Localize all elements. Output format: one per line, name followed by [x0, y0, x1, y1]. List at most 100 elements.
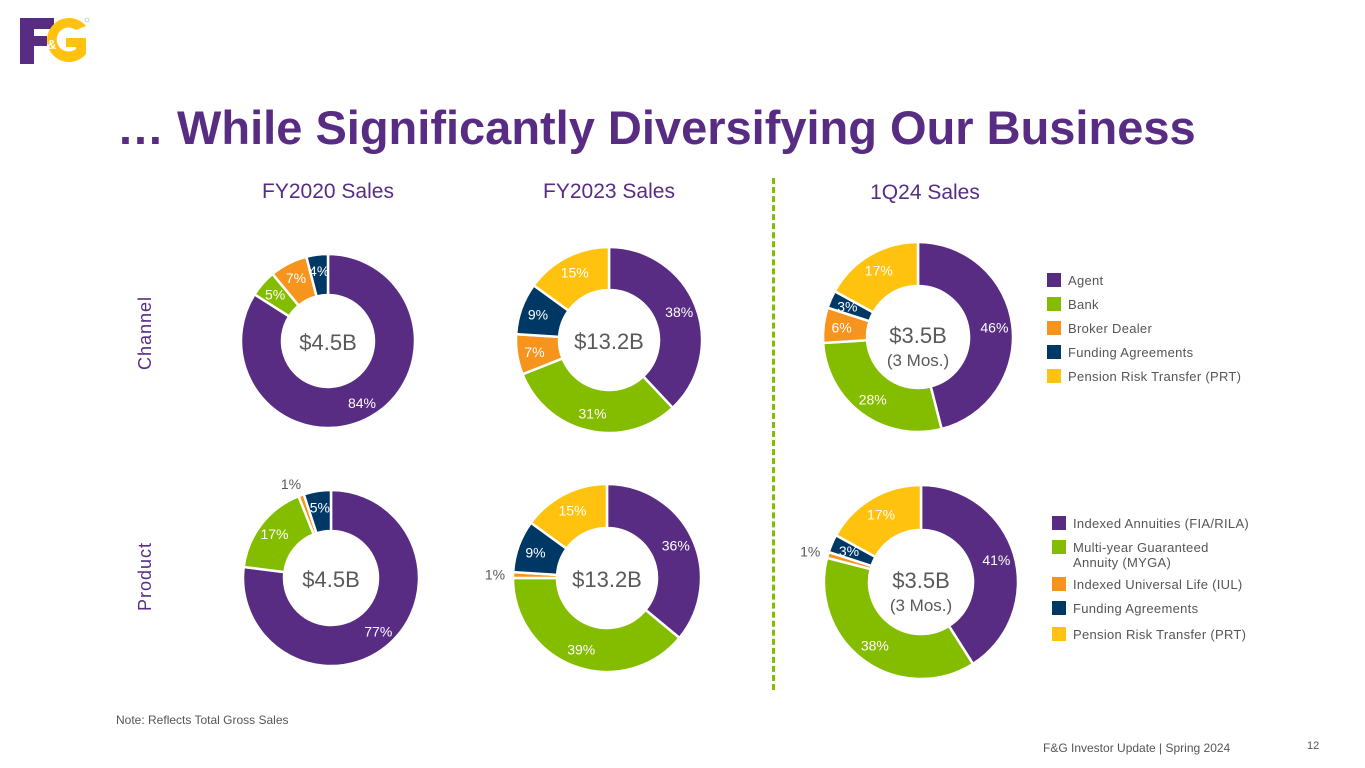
footnote: Note: Reflects Total Gross Sales [116, 713, 289, 727]
donut-data-label: 5% [310, 499, 330, 515]
donut-slice-indexed-annuities-fia-rila [605, 482, 703, 640]
donut-data-label: 38% [665, 304, 693, 320]
donut-channel-fy2023: 38% 31% 7% 9% 15% $13.2B [514, 245, 704, 435]
donut-data-label: 5% [265, 286, 285, 302]
donut-center-period: (3 Mos.) [890, 596, 952, 615]
footer-text: F&G Investor Update | Spring 2024 [1043, 741, 1231, 755]
donut-slice-multi-year-guaranteed-annuity-myga [242, 494, 316, 574]
donut-data-label: 7% [286, 270, 306, 286]
donut-product-fy2020: 77% 17% 1% 5% $4.5B [241, 476, 421, 668]
donut-slice-bank [520, 356, 675, 435]
row-label-product: Product [135, 541, 155, 611]
donut-center-total: $13.2B [574, 329, 644, 354]
donut-product-1q24: 41% 38% 1% 3% 17% $3.5B (3 Mos.) [800, 483, 1020, 681]
row-label-channel: Channel [135, 295, 155, 370]
legend-label: Pension Risk Transfer (PRT) [1068, 369, 1242, 384]
legend-swatch [1052, 516, 1066, 530]
legend-label: Funding Agreements [1068, 345, 1194, 360]
donut-slice-funding-agreements [304, 252, 330, 298]
donut-data-label: 9% [528, 306, 548, 322]
donut-slice-broker-dealer [821, 306, 872, 345]
donut-slice-indexed-universal-life-iul [825, 550, 874, 571]
legend-swatch [1047, 273, 1061, 287]
section-divider [772, 178, 775, 690]
legend-swatch [1052, 577, 1066, 591]
legend-item: Funding Agreements [1047, 345, 1241, 360]
donut-data-label: 1% [800, 544, 820, 560]
donut-data-label: 1% [485, 567, 505, 583]
donut-data-label: 4% [309, 263, 329, 279]
legend-product: Indexed Annuities (FIA/RILA) Multi-year G… [1052, 516, 1249, 642]
donut-data-label: 38% [861, 638, 889, 654]
svg-text:&: & [47, 37, 56, 52]
donut-channel-fy2020: 84% 5%7% 4% $4.5B [239, 252, 417, 430]
donut-data-label: 17% [260, 526, 288, 542]
donut-slice-pension-risk-transfer-prt [529, 482, 609, 551]
donut-slice-funding-agreements [826, 289, 876, 323]
legend-swatch [1047, 321, 1061, 335]
donut-data-label: 15% [561, 265, 589, 281]
donut-slice-funding-agreements [514, 283, 571, 339]
donut-data-label: 84% [348, 395, 376, 411]
donut-slice-bank [821, 338, 944, 434]
legend-label: Broker Dealer [1068, 321, 1153, 336]
donut-slice-funding-agreements [511, 521, 569, 577]
legend-channel: Agent Bank Broker Dealer Funding Agreements… [1047, 273, 1241, 384]
donut-center-total: $4.5B [299, 330, 357, 355]
column-header-fy2020: FY2020 Sales [262, 180, 394, 203]
fg-logo: & [20, 17, 90, 64]
donut-slice-pension-risk-transfer-prt [834, 483, 923, 559]
donut-data-label: 7% [524, 344, 544, 360]
donut-center-period: (3 Mos.) [887, 351, 949, 370]
legend-item: Indexed Annuities (FIA/RILA) [1052, 516, 1249, 531]
legend-swatch [1047, 297, 1061, 311]
donut-slice-indexed-universal-life-iul [296, 492, 319, 536]
legend-item: Bank [1047, 297, 1241, 312]
donut-center-total: $4.5B [302, 567, 360, 592]
donut-data-label: 36% [662, 538, 690, 554]
donut-slice-bank [252, 272, 301, 319]
legend-label: Agent [1068, 273, 1104, 288]
legend-label: Bank [1068, 297, 1099, 312]
donut-slice-agent [607, 245, 704, 410]
donut-center-total: $13.2B [572, 567, 642, 592]
legend-swatch [1047, 345, 1061, 359]
donut-slice-funding-agreements [827, 533, 878, 568]
column-header-1q24: 1Q24 Sales [870, 181, 980, 204]
legend-swatch [1052, 601, 1066, 615]
legend-label: Indexed Universal Life (IUL) [1073, 577, 1243, 592]
legend-swatch [1052, 627, 1066, 641]
donut-data-label: 28% [859, 391, 887, 407]
legend-label: Pension Risk Transfer (PRT) [1073, 627, 1247, 642]
donut-slice-agent [916, 240, 1015, 431]
legend-item: Pension Risk Transfer (PRT) [1052, 627, 1249, 642]
donut-data-label: 31% [579, 406, 607, 422]
donut-data-label: 1% [281, 476, 301, 492]
legend-label: Indexed Annuities (FIA/RILA) [1073, 516, 1250, 531]
donut-slice-broker-dealer [514, 332, 565, 376]
legend-item: Indexed Universal Life (IUL) [1052, 577, 1249, 592]
donut-slice-pension-risk-transfer-prt [532, 245, 611, 313]
donut-data-label: 6% [831, 319, 851, 335]
donut-slice-multi-year-guaranteed-annuity-myga [822, 556, 975, 681]
donut-center-total: $3.5B [892, 568, 950, 593]
legend-swatch [1052, 540, 1066, 554]
legend-label: Multi-year Guaranteed Annuity (MYGA) [1073, 540, 1209, 570]
donut-data-label: 46% [980, 319, 1008, 335]
column-header-fy2023: FY2023 Sales [543, 180, 675, 203]
donut-slice-broker-dealer [270, 255, 319, 308]
page-number: 12 [1307, 740, 1320, 752]
donut-data-label: 3% [839, 543, 859, 559]
donut-slice-multi-year-guaranteed-annuity-myga [511, 576, 682, 674]
donut-slice-pension-risk-transfer-prt [833, 240, 920, 315]
donut-data-label: 41% [982, 552, 1010, 568]
legend-label: Funding Agreements [1073, 601, 1199, 616]
donut-data-label: 17% [865, 263, 893, 279]
donut-channel-1q24: 46% 28% 6% 3% 17% $3.5B (3 Mos.) [821, 240, 1015, 434]
page-title: … While Significantly Diversifying Our B… [117, 101, 1196, 154]
donut-data-label: 3% [837, 298, 857, 314]
donut-slice-agent [239, 252, 417, 430]
donut-slice-indexed-annuities-fia-rila [919, 483, 1020, 666]
legend-item: Agent [1047, 273, 1241, 288]
donut-data-label: 77% [364, 624, 392, 640]
